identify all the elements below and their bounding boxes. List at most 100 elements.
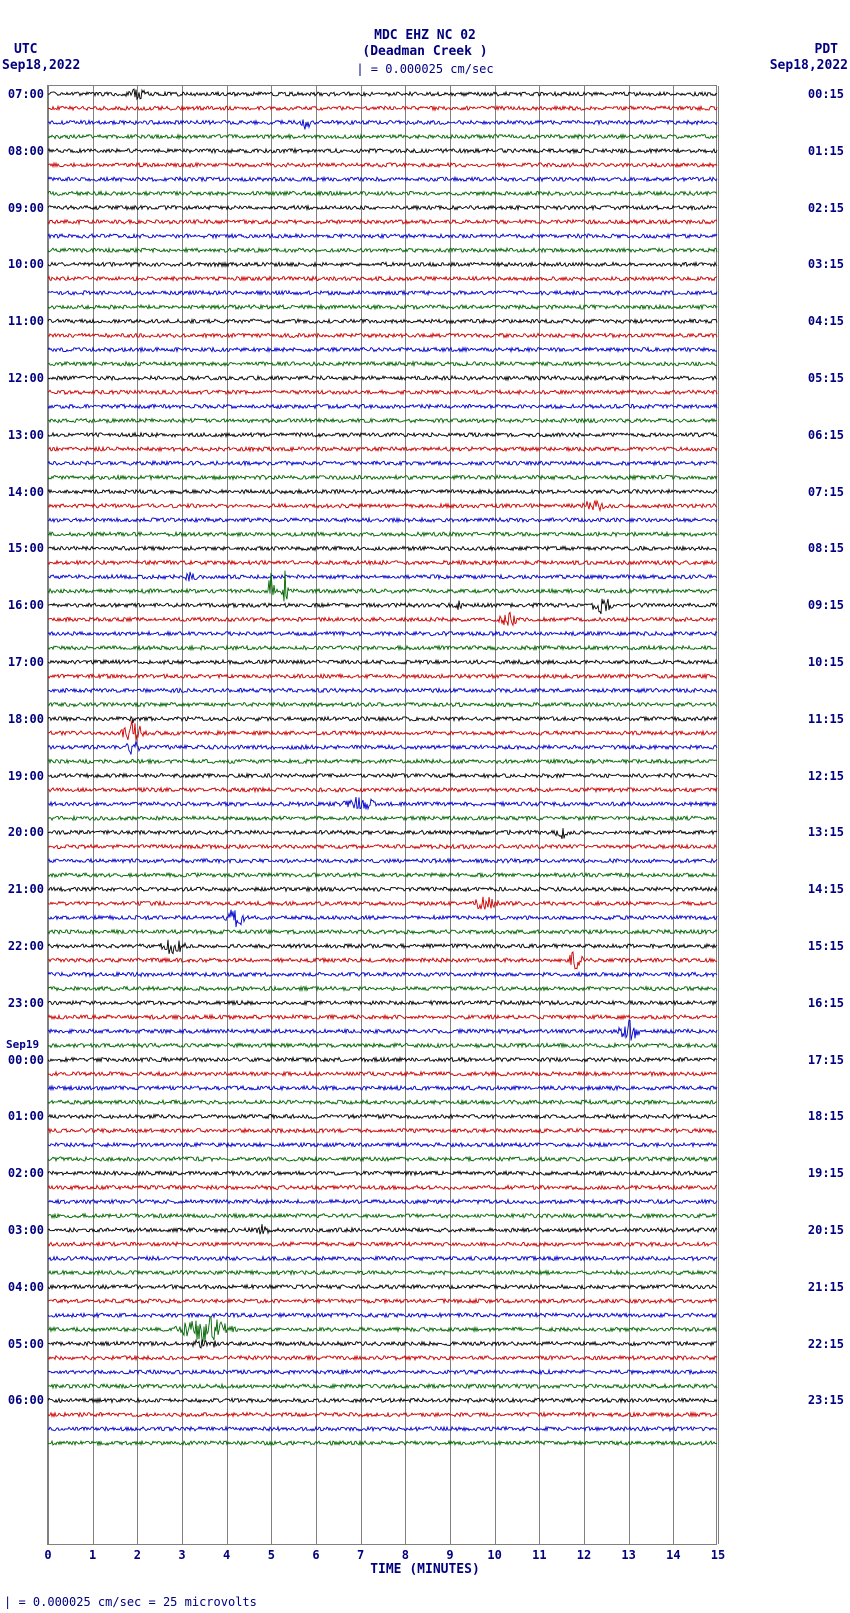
seismic-trace (48, 1242, 717, 1246)
seismic-trace (48, 828, 717, 839)
seismic-trace (48, 319, 717, 323)
x-tick: 10 (487, 1548, 501, 1562)
pdt-time-label: 03:15 (808, 257, 844, 271)
seismic-trace (48, 1441, 717, 1445)
seismic-trace (48, 1072, 717, 1076)
seismic-trace (48, 599, 717, 614)
seismic-trace (48, 119, 717, 129)
seismic-trace (48, 674, 717, 678)
utc-time-label: 03:00 (4, 1223, 44, 1237)
seismic-trace (48, 362, 717, 366)
seismic-trace (48, 1370, 717, 1374)
pdt-time-label: 11:15 (808, 712, 844, 726)
seismogram-plot: 0123456789101112131415 (47, 85, 717, 1545)
x-tick: 12 (577, 1548, 591, 1562)
x-tick: 14 (666, 1548, 680, 1562)
scale-indicator: | = 0.000025 cm/sec (0, 62, 850, 76)
pdt-time-label: 14:15 (808, 882, 844, 896)
seismic-trace (48, 930, 717, 934)
seismic-trace (48, 897, 717, 910)
seismic-trace (48, 206, 717, 210)
pdt-time-label: 18:15 (808, 1109, 844, 1123)
utc-time-label: 20:00 (4, 825, 44, 839)
pdt-time-label: 07:15 (808, 485, 844, 499)
footer-scale: | = 0.000025 cm/sec = 25 microvolts (4, 1595, 257, 1609)
pdt-time-label: 05:15 (808, 371, 844, 385)
seismic-trace (48, 873, 717, 877)
seismic-trace (48, 1086, 717, 1090)
utc-time-label: 05:00 (4, 1337, 44, 1351)
seismic-trace (48, 1100, 717, 1104)
x-tick: 13 (621, 1548, 635, 1562)
seismic-trace (48, 89, 717, 99)
seismic-trace (48, 688, 717, 692)
seismic-trace (48, 859, 717, 863)
pdt-time-label: 02:15 (808, 201, 844, 215)
timezone-left: UTC (14, 42, 37, 57)
seismic-trace (48, 291, 717, 295)
seismic-trace (48, 1339, 717, 1348)
seismic-trace (48, 500, 717, 510)
seismic-trace (48, 149, 717, 153)
x-tick: 5 (268, 1548, 275, 1562)
seismic-trace (48, 1317, 717, 1342)
utc-time-label: 02:00 (4, 1166, 44, 1180)
pdt-time-label: 16:15 (808, 996, 844, 1010)
seismic-trace (48, 404, 717, 408)
utc-time-label: 18:00 (4, 712, 44, 726)
pdt-time-label: 00:15 (808, 87, 844, 101)
utc-time-label: 22:00 (4, 939, 44, 953)
x-axis-title: TIME (MINUTES) (0, 1562, 850, 1577)
seismic-trace (48, 390, 717, 394)
seismic-trace (48, 1313, 717, 1317)
pdt-time-label: 15:15 (808, 939, 844, 953)
seismic-trace (48, 1356, 717, 1360)
x-tick: 6 (312, 1548, 319, 1562)
utc-time-label: 17:00 (4, 655, 44, 669)
utc-time-label: 16:00 (4, 598, 44, 612)
seismic-trace (48, 546, 717, 550)
seismic-trace (48, 106, 717, 110)
x-tick: 11 (532, 1548, 546, 1562)
seismic-trace (48, 518, 717, 522)
utc-time-label: 11:00 (4, 314, 44, 328)
seismic-trace (48, 1020, 717, 1041)
seismic-trace (48, 1384, 717, 1388)
seismic-trace (48, 952, 717, 969)
seismic-trace (48, 703, 717, 707)
seismic-trace (48, 475, 717, 479)
pdt-time-label: 21:15 (808, 1280, 844, 1294)
x-tick: 0 (44, 1548, 51, 1562)
seismic-trace (48, 887, 717, 891)
seismic-trace (48, 1043, 717, 1047)
seismic-trace (48, 1185, 717, 1189)
utc-time-label: 14:00 (4, 485, 44, 499)
seismic-trace (48, 720, 717, 741)
seismic-trace (48, 1058, 717, 1062)
seismic-trace (48, 797, 717, 809)
seismic-trace (48, 1214, 717, 1218)
seismic-trace (48, 177, 717, 181)
seismic-trace (48, 135, 717, 139)
x-tick: 4 (223, 1548, 230, 1562)
seismic-trace (48, 1285, 717, 1289)
seismic-trace (48, 1413, 717, 1417)
seismic-trace (48, 646, 717, 650)
seismic-trace (48, 1001, 717, 1005)
seismic-trace (48, 1157, 717, 1161)
utc-time-label: 09:00 (4, 201, 44, 215)
seismic-trace (48, 1171, 717, 1175)
utc-time-label: 21:00 (4, 882, 44, 896)
utc-time-label: 07:00 (4, 87, 44, 101)
utc-time-label: 08:00 (4, 144, 44, 158)
seismic-trace (48, 572, 717, 581)
seismic-trace (48, 774, 717, 778)
utc-time-label: 12:00 (4, 371, 44, 385)
seismic-trace (48, 571, 717, 602)
seismic-trace (48, 1200, 717, 1204)
date-change-label: Sep19 (6, 1038, 39, 1051)
pdt-time-label: 22:15 (808, 1337, 844, 1351)
seismic-trace (48, 910, 717, 927)
utc-time-label: 00:00 (4, 1053, 44, 1067)
seismic-trace (48, 1224, 717, 1234)
